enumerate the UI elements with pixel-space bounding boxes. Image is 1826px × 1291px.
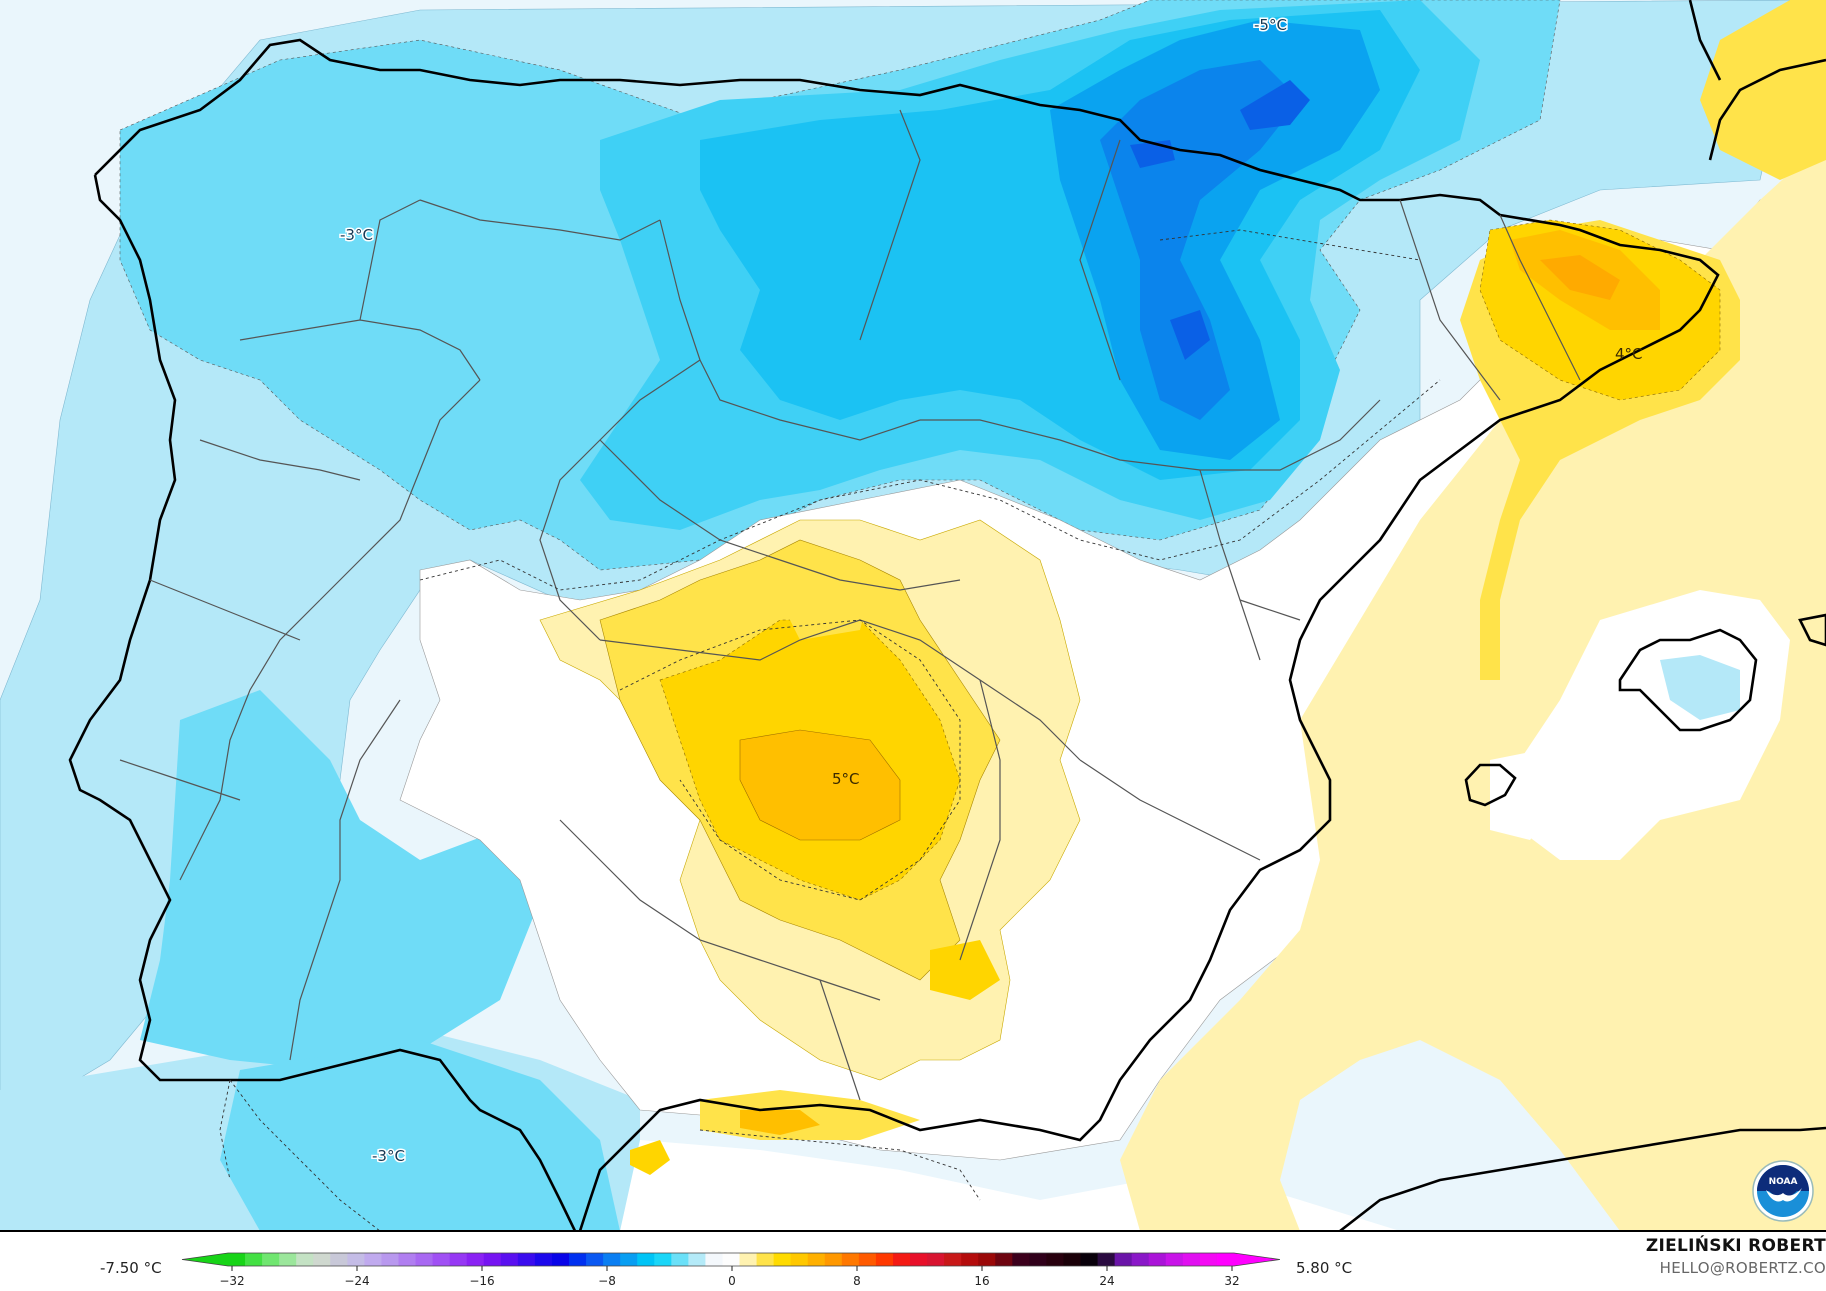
- temperature-labels: -5°C -3°C 4°C 5°C -3°C: [339, 15, 1643, 1167]
- temp-label: 4°C: [1615, 345, 1643, 363]
- temp-label: 5°C: [832, 770, 860, 788]
- colorbar-left-arrow: [182, 1253, 228, 1266]
- noaa-logo: NOAA: [1752, 1160, 1814, 1222]
- warm-anomaly-region: [539, 0, 1826, 1231]
- colorbar-min-label: -7.50 °C: [100, 1259, 162, 1277]
- author-email: HELLO@ROBERTZ.CO: [1659, 1259, 1826, 1277]
- temp-label: -3°C: [340, 226, 373, 244]
- colorbar-tick-label: −8: [598, 1274, 616, 1287]
- colorbar: −32 −24 −16 −8 0 8 16 24 32: [180, 1247, 1281, 1288]
- map-frame-bottom: [0, 1230, 1826, 1232]
- colorbar-tick-label: 16: [974, 1274, 989, 1287]
- colorbar-tick-label: −16: [469, 1274, 494, 1287]
- author-credit: ZIELIŃSKI ROBERT HELLO@ROBERTZ.CO: [1646, 1235, 1826, 1279]
- colorbar-tick-label: −24: [344, 1274, 369, 1287]
- balearic-patch: [1660, 655, 1740, 720]
- contour-lines: [219, 229, 1441, 1231]
- author-name: ZIELIŃSKI ROBERT: [1645, 1236, 1826, 1256]
- temp-label: -5°C: [1254, 16, 1287, 34]
- province-borders: [119, 109, 1581, 1101]
- colorbar-tick-label: 24: [1099, 1274, 1114, 1287]
- noaa-logo-text: NOAA: [1769, 1177, 1798, 1187]
- colorbar-right-arrow: [1234, 1253, 1280, 1266]
- temperature-anomaly-map: -5°C -3°C 4°C 5°C -3°C: [0, 0, 1826, 1231]
- colorbar-max-label: 5.80 °C: [1296, 1259, 1353, 1277]
- colorbar-tick-label: 8: [853, 1274, 861, 1287]
- colorbar-tick-label: 0: [728, 1274, 736, 1287]
- coastline: [68, 0, 1826, 1231]
- colorbar-tick-label: 32: [1224, 1274, 1239, 1287]
- temp-label: -3°C: [372, 1147, 405, 1165]
- colorbar-tick-label: −32: [219, 1274, 244, 1287]
